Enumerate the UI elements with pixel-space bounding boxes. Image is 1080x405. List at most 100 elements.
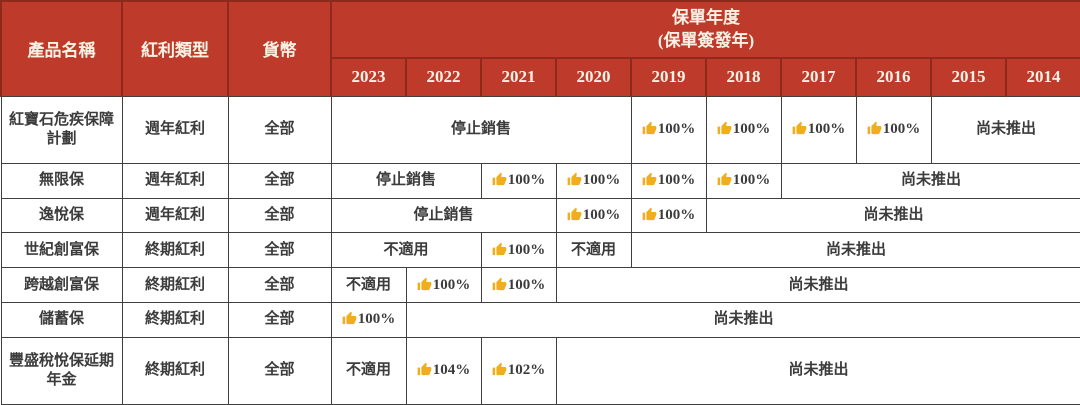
fulfillment-ratio-cell: 100%: [705, 162, 782, 199]
col-header-policy-year-group: 保單年度 (保單簽發年): [329, 0, 1080, 59]
fulfillment-ratio-cell: 100%: [405, 267, 482, 303]
year-header: 2022: [405, 57, 482, 97]
dividend-type-cell: 終期紅利: [121, 232, 229, 269]
fulfillment-ratio-cell: 104%: [405, 336, 482, 405]
fulfillment-ratio-value: 100%: [657, 172, 696, 189]
thumbs-up-icon: [567, 207, 582, 221]
status-cell: 尚未推出: [630, 232, 1080, 269]
year-header: 2021: [480, 57, 557, 97]
fulfillment-ratio-cell: 102%: [480, 336, 557, 405]
dividend-type-cell: 週年紅利: [121, 162, 229, 199]
fulfillment-ratio-cell: 100%: [855, 95, 932, 164]
product-name-cell: 紅寶石危疾保障計劃: [0, 95, 123, 164]
fulfillment-ratio-cell: 100%: [555, 162, 632, 199]
status-cell: 停止銷售: [330, 197, 557, 234]
fulfillment-ratio-value: 100%: [507, 172, 546, 189]
product-name-cell: 無限保: [0, 162, 123, 199]
fulfillment-ratio-cell: 100%: [480, 232, 557, 269]
year-header: 2019: [630, 57, 707, 97]
status-cell: 尚未推出: [930, 95, 1080, 164]
thumbs-up-icon: [492, 277, 507, 290]
fulfillment-ratio-cell: 100%: [630, 197, 707, 234]
table-row: 儲蓄保 終期紅利 全部 100% 尚未推出: [0, 301, 1080, 338]
thumbs-up-icon: [417, 363, 432, 376]
fulfillment-ratio-value: 100%: [432, 276, 471, 293]
fulfillment-ratio-value: 100%: [882, 121, 921, 138]
fulfillment-ratio-cell: 100%: [780, 95, 857, 164]
fulfillment-ratio-value: 104%: [432, 362, 471, 379]
currency-cell: 全部: [227, 197, 332, 234]
status-cell: 不適用: [330, 232, 482, 269]
dividend-type-cell: 週年紅利: [121, 197, 229, 234]
thumbs-up-icon: [492, 363, 507, 376]
status-cell: 停止銷售: [330, 95, 632, 164]
dividend-type-cell: 終期紅利: [121, 301, 229, 338]
fulfillment-ratio-value: 100%: [357, 311, 396, 328]
status-cell: 尚未推出: [555, 336, 1080, 405]
policy-issue-year-subtitle: (保單簽發年): [657, 30, 755, 50]
col-header-product: 產品名稱: [0, 0, 123, 97]
product-name-cell: 世紀創富保: [0, 232, 123, 269]
year-header: 2020: [555, 57, 632, 97]
currency-cell: 全部: [227, 267, 332, 303]
status-cell: 尚未推出: [555, 267, 1080, 303]
fulfillment-ratio-cell: 100%: [480, 162, 557, 199]
header-group-row: 產品名稱 紅利類型 貨幣 保單年度 (保單簽發年): [0, 0, 1080, 97]
status-cell: 停止銷售: [330, 162, 482, 199]
thumbs-up-icon: [567, 172, 582, 186]
status-cell: 尚未推出: [705, 197, 1080, 234]
table-row: 無限保 週年紅利 全部 停止銷售 100% 100% 100% 100% 尚未推出: [0, 162, 1080, 199]
thumbs-up-icon: [642, 172, 657, 186]
thumbs-up-icon: [492, 242, 507, 255]
policy-year-title: 保單年度: [672, 7, 741, 27]
fulfillment-ratio-value: 100%: [507, 241, 546, 258]
dividend-type-cell: 終期紅利: [121, 336, 229, 405]
currency-cell: 全部: [227, 232, 332, 269]
thumbs-up-icon: [717, 172, 732, 186]
year-header: 2014: [1004, 57, 1080, 97]
thumbs-up-icon: [642, 121, 657, 135]
fulfillment-ratio-cell: 100%: [555, 197, 632, 234]
fulfillment-ratio-cell: 100%: [705, 95, 782, 164]
fulfillment-ratio-value: 100%: [582, 207, 621, 224]
year-header: 2016: [855, 57, 932, 97]
year-header: 2015: [930, 57, 1007, 97]
thumbs-up-icon: [792, 121, 807, 135]
col-header-dividend-type: 紅利類型: [121, 0, 229, 97]
dividend-type-cell: 終期紅利: [121, 267, 229, 303]
thumbs-up-icon: [717, 121, 732, 135]
status-cell: 不適用: [330, 267, 407, 303]
fulfillment-ratio-value: 100%: [507, 276, 546, 293]
fulfillment-ratio-value: 100%: [657, 121, 696, 138]
table-row: 豐盛稅悅保延期年金 終期紅利 全部 不適用 104% 102% 尚未推出: [0, 336, 1080, 405]
fulfillment-ratio-value: 100%: [657, 207, 696, 224]
status-cell: 不適用: [555, 232, 632, 269]
thumbs-up-icon: [492, 172, 507, 186]
table-row: 紅寶石危疾保障計劃 週年紅利 全部 停止銷售 100% 100% 100% 100% 尚未推出: [0, 95, 1080, 164]
thumbs-up-icon: [342, 312, 357, 325]
fulfillment-ratio-value: 100%: [582, 172, 621, 189]
table-row: 跨越創富保 終期紅利 全部 不適用 100% 100% 尚未推出: [0, 267, 1080, 303]
currency-cell: 全部: [227, 95, 332, 164]
fulfillment-ratio-cell: 100%: [330, 301, 407, 338]
fulfillment-ratio-cell: 100%: [630, 95, 707, 164]
fulfillment-ratio-cell: 100%: [630, 162, 707, 199]
year-header: 2023: [330, 57, 407, 97]
year-header: 2017: [780, 57, 857, 97]
fulfillment-ratio-value: 102%: [507, 362, 546, 379]
fulfillment-ratio-cell: 100%: [480, 267, 557, 303]
currency-cell: 全部: [227, 336, 332, 405]
fulfillment-ratio-value: 100%: [732, 172, 771, 189]
dividend-type-cell: 週年紅利: [121, 95, 229, 164]
years-header-row: 2023 2022 2021 2020 2019 2018 2017 2016 2015 2014: [1, 57, 1080, 97]
thumbs-up-icon: [642, 207, 657, 221]
year-header: 2018: [705, 57, 782, 97]
currency-cell: 全部: [227, 301, 332, 338]
product-name-cell: 跨越創富保: [0, 267, 123, 303]
product-name-cell: 逸悅保: [0, 197, 123, 234]
status-cell: 尚未推出: [405, 301, 1080, 338]
product-name-cell: 豐盛稅悅保延期年金: [0, 336, 123, 405]
thumbs-up-icon: [417, 277, 432, 290]
